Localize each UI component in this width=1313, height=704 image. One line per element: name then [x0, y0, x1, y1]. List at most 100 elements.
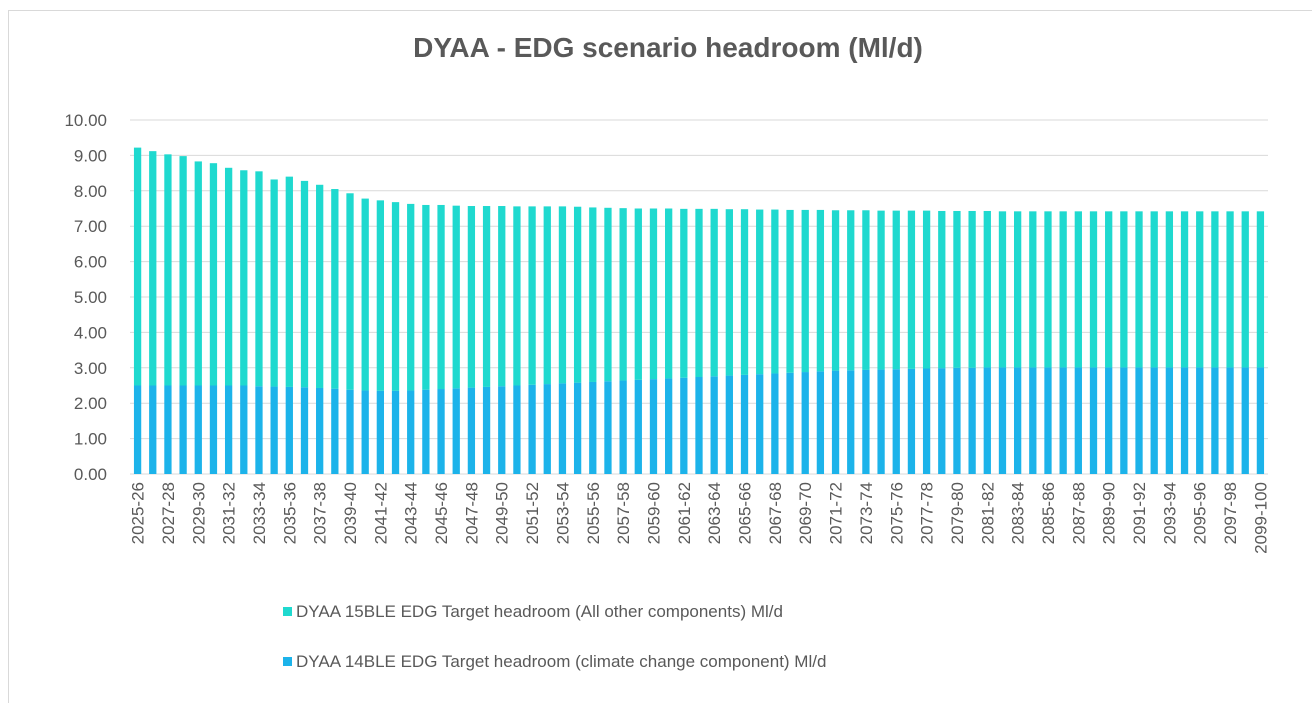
bar-segment [194, 385, 202, 474]
bar-segment [953, 210, 961, 368]
bar-segment [710, 376, 718, 474]
x-tick-label: 2075-76 [887, 482, 906, 544]
legend-label: DYAA 14BLE EDG Target headroom (climate … [296, 652, 827, 671]
bar-segment [740, 209, 749, 375]
chart-title: DYAA - EDG scenario headroom (Ml/d) [413, 32, 923, 63]
bar-segment [831, 210, 840, 371]
bar-segment [164, 154, 172, 386]
bar-segment [285, 386, 293, 474]
y-tick-label: 6.00 [74, 253, 107, 272]
bar-segment [756, 374, 764, 474]
y-tick-label: 5.00 [74, 288, 107, 307]
legend-label: DYAA 15BLE EDG Target headroom (All othe… [296, 602, 783, 621]
bar-segment [391, 390, 400, 474]
bar-segment [573, 206, 582, 383]
bar-segment [573, 382, 582, 474]
bar-segment [998, 367, 1007, 474]
chart-frame [8, 10, 1312, 703]
bar-segment [331, 388, 339, 474]
bar-segment [1105, 367, 1113, 474]
bar-segment [816, 371, 825, 474]
bar-segment [224, 167, 233, 386]
bar-segment [710, 208, 718, 377]
bar-segment [498, 206, 506, 387]
y-tick-label: 2.00 [74, 394, 107, 413]
bar-segment [558, 383, 567, 474]
bar-segment [482, 206, 491, 387]
bar-segment [847, 370, 855, 474]
bar-segment [467, 387, 476, 474]
bar-segment [1150, 211, 1158, 368]
bar-segment [528, 384, 536, 474]
x-tick-label: 2079-80 [948, 482, 967, 544]
bar-segment [179, 156, 187, 386]
bar-segment [922, 368, 931, 474]
bar-segment [771, 373, 779, 474]
bar-segment [771, 209, 779, 374]
bar-segment [604, 381, 612, 474]
bar-segment [725, 209, 733, 376]
bar-segment [346, 389, 354, 474]
bar-segment [224, 385, 233, 474]
bar-segment [1059, 211, 1067, 368]
legend-swatch [283, 607, 292, 616]
bar-segment [983, 367, 991, 474]
x-tick-label: 2095-96 [1191, 482, 1210, 544]
x-tick-label: 2073-74 [857, 482, 876, 544]
legend-entry: DYAA 14BLE EDG Target headroom (climate … [283, 650, 945, 674]
bar-segment [498, 386, 506, 474]
bar-segment [604, 207, 612, 382]
bar-segment [1165, 211, 1174, 368]
bar-segment [1241, 367, 1249, 474]
x-tick-label: 2085-86 [1039, 482, 1058, 544]
bar-segment [1165, 367, 1174, 474]
bar-segment [452, 388, 460, 474]
x-tick-label: 2061-62 [675, 482, 694, 544]
x-tick-label: 2049-50 [493, 482, 512, 544]
bar-segment [528, 206, 536, 385]
bar-segment [1196, 367, 1204, 474]
x-tick-label: 2063-64 [705, 482, 724, 544]
bar-segment [300, 387, 309, 474]
bar-segment [892, 369, 900, 474]
bar-segment [558, 206, 567, 384]
bar-segment [361, 390, 369, 474]
bar-segment [680, 377, 688, 474]
x-tick-label: 2031-32 [220, 482, 239, 544]
bar-segment [346, 193, 354, 390]
bar-segment [1135, 367, 1143, 474]
bar-segment [877, 369, 885, 474]
bar-segment [1120, 367, 1128, 474]
bar-segment [270, 386, 278, 474]
bar-segment [1013, 211, 1022, 368]
x-tick-label: 2069-70 [796, 482, 815, 544]
bar-segment [1089, 367, 1098, 474]
y-tick-label: 8.00 [74, 182, 107, 201]
bar-segment [786, 209, 794, 373]
x-tick-label: 2041-42 [371, 482, 390, 544]
bar-segment [968, 367, 976, 474]
bar-segment [1074, 211, 1082, 368]
bar-segment [407, 203, 415, 391]
y-tick-label: 10.00 [64, 111, 107, 130]
x-tick-label: 2067-68 [766, 482, 785, 544]
x-tick-label: 2093-94 [1160, 482, 1179, 544]
x-tick-label: 2089-90 [1100, 482, 1119, 544]
bar-segment [316, 387, 324, 474]
bar-segment [1180, 211, 1189, 368]
bar-segment [801, 209, 809, 373]
bar-segment [452, 205, 460, 389]
x-tick-label: 2097-98 [1221, 482, 1240, 544]
bar-segment [543, 206, 551, 385]
bar-segment [862, 369, 870, 474]
bar-segment [179, 385, 187, 474]
bar-segment [149, 151, 157, 386]
bar-segment [816, 209, 825, 372]
x-tick-label: 2083-84 [1009, 482, 1028, 544]
bar-segment [407, 390, 415, 474]
bar-segment [1211, 367, 1219, 474]
x-tick-label: 2043-44 [402, 482, 421, 544]
bar-segment [391, 202, 400, 391]
bar-segment [968, 210, 976, 368]
